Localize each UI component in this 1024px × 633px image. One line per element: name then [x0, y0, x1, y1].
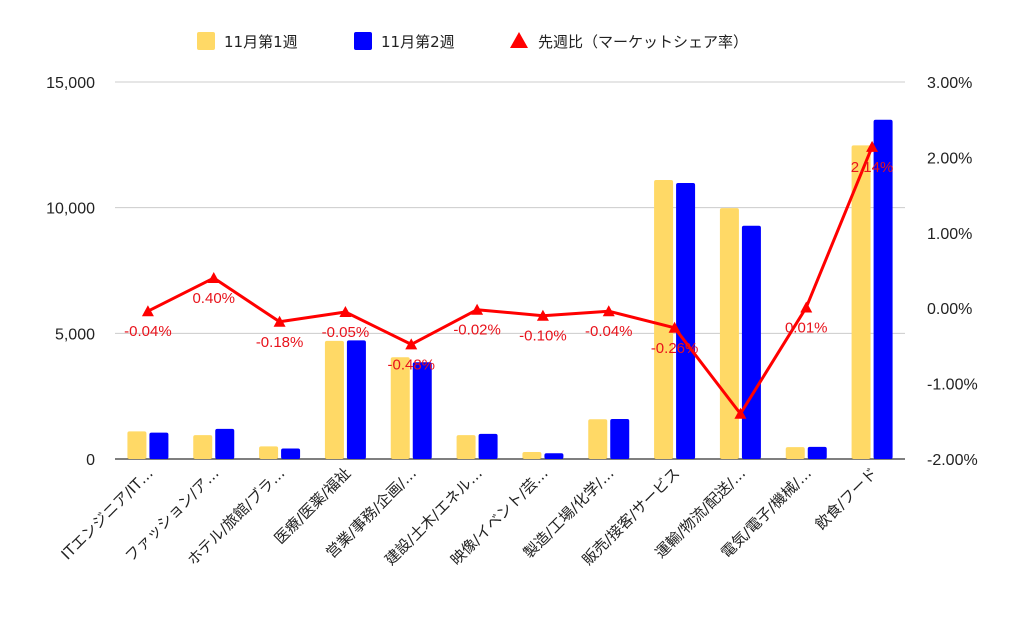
ratio-data-label: -0.48%: [387, 356, 435, 373]
ratio-data-label: -0.02%: [453, 322, 501, 339]
legend-item-week2[interactable]: 11月第2週: [354, 32, 455, 51]
bar-week2: [610, 419, 630, 459]
ratio-point: [471, 303, 484, 315]
legend-swatch-week1: [197, 32, 215, 50]
legend-item-ratio[interactable]: 先週比（マーケットシェア率）: [510, 32, 748, 51]
ratio-point: [800, 301, 813, 313]
left-axis-ticks: 0 5,000 10,000 15,000: [46, 75, 95, 469]
y-right-tick-label: 2.00%: [927, 150, 972, 167]
bar-week2: [741, 225, 761, 459]
bar-week2: [149, 432, 169, 459]
legend-triangle-icon: [510, 32, 528, 48]
category-labels: ITエンジニア/IT…ファッション/ア…ホテル/旅館/ブラ…医療/医薬/福祉営業…: [58, 464, 881, 569]
ratio-point: [602, 305, 615, 317]
y-left-tick-label: 0: [86, 452, 95, 469]
ratio-point: [734, 407, 747, 419]
bar-week2: [412, 362, 432, 459]
bar-week2: [676, 183, 696, 459]
legend-swatch-week2: [354, 32, 372, 50]
ratio-data-label: -0.04%: [124, 323, 172, 340]
ratio-data-label: 0.40%: [192, 290, 235, 307]
ratio-data-label: -0.10%: [519, 328, 567, 345]
legend: 11月第1週 11月第2週 先週比（マーケットシェア率）: [197, 32, 748, 51]
legend-item-week1[interactable]: 11月第1週: [197, 32, 298, 51]
ratio-data-label: -0.05%: [322, 324, 370, 341]
category-label: 飲食/フード: [812, 464, 881, 533]
bar-week2: [215, 428, 235, 459]
bar-week1: [522, 451, 542, 459]
ratio-line: [147, 146, 874, 416]
bar-week1: [324, 340, 344, 459]
bar-week2: [544, 453, 564, 459]
ratio-point: [405, 338, 418, 350]
bar-week1: [785, 447, 805, 459]
bar-week1: [654, 180, 674, 459]
bar-week2: [346, 340, 366, 459]
gridlines: [115, 81, 905, 460]
ratio-data-label: 2.14%: [851, 159, 894, 176]
y-right-tick-label: 1.00%: [927, 226, 972, 243]
line-series: [141, 140, 879, 419]
ratio-point: [668, 321, 681, 333]
ratio-point: [866, 140, 879, 152]
bar-week1: [193, 435, 213, 459]
bar-week2: [478, 433, 498, 459]
bar-week1: [259, 446, 279, 459]
bar-week2: [807, 446, 827, 459]
ratio-point: [207, 272, 220, 284]
ratio-point: [273, 315, 286, 327]
y-right-tick-label: -1.00%: [927, 377, 978, 394]
ratio-point: [536, 309, 549, 321]
y-left-tick-label: 15,000: [46, 75, 95, 92]
legend-label-week1: 11月第1週: [224, 33, 298, 51]
ratio-data-label: -0.18%: [256, 334, 304, 351]
data-labels: -0.04% 0.40% -0.18% -0.05% -0.48% -0.02% -0.10…: [124, 159, 893, 374]
ratio-point: [339, 305, 352, 317]
y-right-tick-label: -2.00%: [927, 452, 978, 469]
y-right-tick-label: 3.00%: [927, 75, 972, 92]
y-left-tick-label: 10,000: [46, 201, 95, 218]
ratio-data-label: 0.01%: [785, 319, 828, 336]
legend-label-week2: 11月第2週: [381, 33, 455, 51]
bar-week1: [456, 435, 476, 459]
bar-week1: [719, 208, 739, 459]
y-right-tick-label: 0.00%: [927, 301, 972, 318]
bar-week1: [390, 357, 410, 459]
legend-label-ratio: 先週比（マーケットシェア率）: [538, 33, 748, 51]
bar-marks: [127, 119, 893, 459]
ratio-data-label: -0.26%: [651, 340, 699, 357]
y-left-tick-label: 5,000: [55, 326, 95, 343]
bar-week1: [127, 431, 147, 459]
ratio-data-label: -0.04%: [585, 323, 633, 340]
bar-week1: [851, 145, 871, 459]
ratio-point: [141, 305, 154, 317]
bar-week2: [873, 119, 893, 459]
right-axis-ticks: -2.00% -1.00% 0.00% 1.00% 2.00% 3.00%: [927, 75, 978, 469]
bar-week2: [281, 448, 301, 459]
bar-week1: [588, 419, 608, 459]
